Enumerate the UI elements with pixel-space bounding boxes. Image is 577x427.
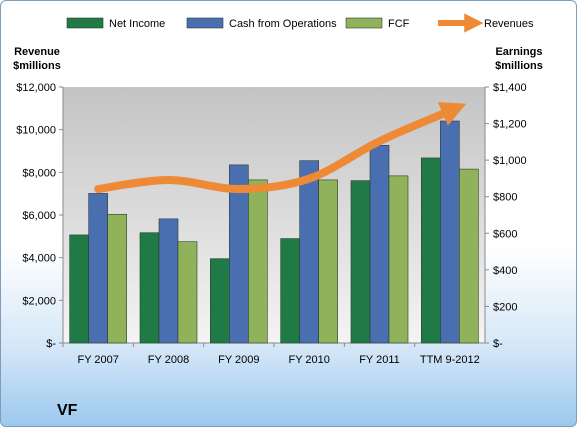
y-left-tick-label: $8,000 <box>22 167 56 179</box>
bar-net-income <box>210 258 230 344</box>
y-right-tick-label: $600 <box>493 228 517 240</box>
y-left-tick-label: $12,000 <box>16 82 56 94</box>
bar-net-income <box>139 232 160 344</box>
bar-cash-from-operations <box>88 193 108 344</box>
y-right-tick-label: $400 <box>493 265 517 277</box>
revenues-point <box>168 179 169 181</box>
bar-net-income <box>421 157 441 344</box>
revenues-point <box>238 188 240 190</box>
bar-net-income <box>280 238 300 344</box>
legend-label: Revenues <box>484 18 534 30</box>
revenues-line <box>94 102 467 193</box>
bar-fcf <box>177 241 198 344</box>
company-label: VF <box>57 402 78 419</box>
bar-fcf <box>318 179 338 344</box>
bar-net-income <box>69 234 89 344</box>
y-left-tick-label: $- <box>46 338 56 350</box>
y-right-tick-label: $200 <box>493 301 517 313</box>
x-tick-label: FY 2008 <box>148 354 189 366</box>
legend-swatch-cash-from-operations <box>186 17 224 29</box>
y-left-tick-label: $10,000 <box>16 125 56 137</box>
legend-label: Cash from Operations <box>229 18 337 30</box>
y-right-tick-label: $1,000 <box>493 155 527 167</box>
bar-net-income <box>350 180 371 344</box>
legend-label: Net Income <box>109 18 165 30</box>
legend-swatch-fcf <box>345 17 383 29</box>
bar-fcf <box>107 213 127 344</box>
bar-fcf <box>459 168 479 344</box>
bar-cash-from-operations <box>299 160 319 344</box>
x-tick-label: FY 2009 <box>218 354 259 366</box>
x-tick-label: FY 2011 <box>359 354 400 366</box>
bar-fcf <box>248 179 268 344</box>
x-tick-label: FY 2007 <box>77 354 118 366</box>
y-right-tick-label: $- <box>493 338 503 350</box>
revenues-point <box>379 140 380 142</box>
revenues-point <box>449 110 451 112</box>
y-right-tick-label: $1,200 <box>493 119 527 131</box>
y-right-axis-title-line2: $millions <box>495 60 543 72</box>
y-left-tick-label: $4,000 <box>22 253 56 265</box>
x-tick-label: TTM 9-2012 <box>420 354 480 366</box>
legend-swatch-net-income <box>66 17 104 29</box>
revenues-point <box>97 188 99 190</box>
x-tick-label: FY 2010 <box>288 354 329 366</box>
y-right-tick-label: $1,400 <box>493 82 527 94</box>
y-right-axis-title-line1: Earnings <box>495 46 542 58</box>
bar-fcf <box>388 175 409 344</box>
bar-cash-from-operations <box>440 120 460 344</box>
y-right-tick-label: $800 <box>493 192 517 204</box>
y-left-axis-title-line1: Revenue <box>14 46 60 58</box>
bar-cash-from-operations <box>158 218 179 344</box>
legend-label: FCF <box>388 18 410 30</box>
y-left-axis-title-line2: $millions <box>13 60 61 72</box>
bar-cash-from-operations <box>369 145 390 344</box>
y-left-tick-label: $2,000 <box>22 295 56 307</box>
y-left-tick-label: $6,000 <box>22 210 56 222</box>
revenues-point <box>308 178 310 180</box>
